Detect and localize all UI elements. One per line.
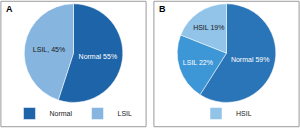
svg-text:HSIL: HSIL [236, 110, 252, 117]
svg-text:HSIL 19%: HSIL 19% [193, 24, 224, 31]
svg-text:LSIL: LSIL [118, 110, 133, 117]
svg-text:Normal 55%: Normal 55% [79, 53, 118, 60]
svg-text:A: A [6, 4, 13, 14]
svg-text:LSIL, 45%: LSIL, 45% [33, 46, 65, 53]
svg-text:LSIL 22%: LSIL 22% [183, 59, 213, 66]
svg-text:Normal: Normal [50, 110, 73, 117]
svg-text:Normal 59%: Normal 59% [231, 56, 270, 63]
svg-text:B: B [159, 4, 166, 14]
